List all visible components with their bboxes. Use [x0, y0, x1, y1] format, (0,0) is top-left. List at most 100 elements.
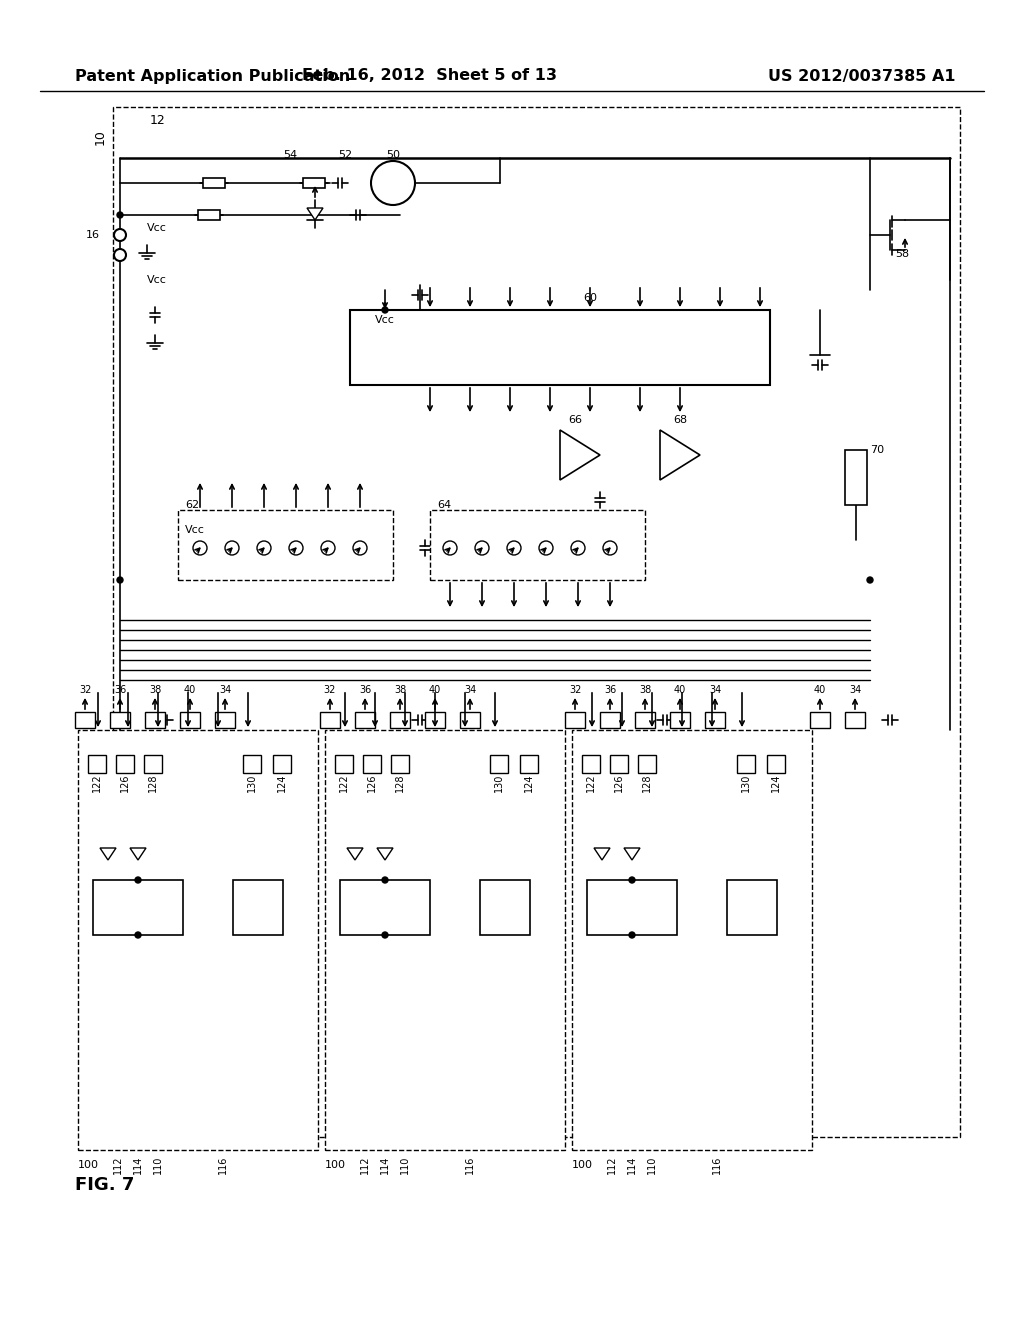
Bar: [273, 755, 291, 774]
Text: 60: 60: [583, 293, 597, 304]
Circle shape: [225, 541, 239, 554]
Bar: [600, 711, 620, 729]
Text: 38: 38: [639, 685, 651, 696]
Bar: [845, 711, 865, 729]
Text: 124: 124: [278, 774, 287, 792]
Bar: [180, 711, 200, 729]
Polygon shape: [560, 430, 600, 480]
Bar: [490, 755, 508, 774]
Circle shape: [475, 541, 489, 554]
Text: 124: 124: [524, 774, 534, 792]
Text: 34: 34: [464, 685, 476, 696]
Text: 122: 122: [339, 774, 349, 792]
Bar: [88, 755, 106, 774]
Bar: [767, 755, 785, 774]
Text: 36: 36: [114, 685, 126, 696]
Text: 122: 122: [586, 774, 596, 792]
Bar: [362, 755, 381, 774]
Text: 40: 40: [814, 685, 826, 696]
Text: 68: 68: [673, 414, 687, 425]
Text: 66: 66: [568, 414, 582, 425]
Text: 38: 38: [148, 685, 161, 696]
Text: 32: 32: [79, 685, 91, 696]
Bar: [355, 711, 375, 729]
Text: FIG. 7: FIG. 7: [75, 1176, 134, 1195]
Bar: [215, 711, 234, 729]
Text: M: M: [385, 174, 401, 191]
Text: 126: 126: [120, 774, 130, 792]
Circle shape: [117, 213, 123, 218]
Bar: [572, 730, 812, 1150]
Bar: [810, 711, 830, 729]
Circle shape: [257, 541, 271, 554]
Text: 110: 110: [647, 1156, 657, 1175]
Circle shape: [135, 876, 141, 883]
Text: 62: 62: [185, 500, 199, 510]
Bar: [110, 711, 130, 729]
Bar: [178, 510, 393, 579]
Text: 36: 36: [358, 685, 371, 696]
Bar: [233, 880, 283, 935]
Text: 40: 40: [184, 685, 197, 696]
Text: 100: 100: [78, 1160, 99, 1170]
Text: 128: 128: [395, 774, 406, 792]
Text: 130: 130: [494, 774, 504, 792]
Bar: [93, 880, 183, 935]
Bar: [587, 880, 677, 935]
Circle shape: [135, 932, 141, 939]
Bar: [845, 450, 867, 506]
Circle shape: [353, 541, 367, 554]
Text: 114: 114: [380, 1156, 390, 1175]
Bar: [335, 755, 353, 774]
Text: 64: 64: [437, 500, 452, 510]
Bar: [391, 755, 409, 774]
Circle shape: [382, 876, 388, 883]
Bar: [610, 755, 628, 774]
Text: Vcc: Vcc: [375, 315, 395, 325]
Circle shape: [117, 577, 123, 583]
Text: 16: 16: [86, 230, 100, 240]
Circle shape: [629, 932, 635, 939]
Bar: [75, 711, 95, 729]
Circle shape: [382, 308, 388, 313]
Circle shape: [867, 577, 873, 583]
Circle shape: [443, 541, 457, 554]
Circle shape: [571, 541, 585, 554]
Polygon shape: [624, 847, 640, 861]
Bar: [319, 711, 340, 729]
Text: 112: 112: [113, 1156, 123, 1175]
Text: 38: 38: [394, 685, 407, 696]
Polygon shape: [130, 847, 146, 861]
Text: 54: 54: [283, 150, 297, 160]
Bar: [480, 880, 530, 935]
Text: 112: 112: [360, 1156, 370, 1175]
Bar: [705, 711, 725, 729]
Bar: [460, 711, 480, 729]
Text: Patent Application Publication: Patent Application Publication: [75, 69, 350, 83]
Text: 36: 36: [604, 685, 616, 696]
Bar: [582, 755, 600, 774]
Circle shape: [507, 541, 521, 554]
Bar: [116, 755, 134, 774]
Circle shape: [193, 541, 207, 554]
Text: 40: 40: [429, 685, 441, 696]
Circle shape: [382, 932, 388, 939]
Text: 130: 130: [741, 774, 751, 792]
Bar: [635, 711, 655, 729]
Circle shape: [289, 541, 303, 554]
Bar: [203, 178, 225, 187]
Text: 70: 70: [870, 445, 884, 455]
Bar: [113, 107, 961, 1137]
Polygon shape: [377, 847, 393, 861]
Text: 112: 112: [607, 1156, 617, 1175]
Polygon shape: [594, 847, 610, 861]
Bar: [390, 711, 410, 729]
Text: 114: 114: [133, 1156, 143, 1175]
Text: 116: 116: [712, 1156, 722, 1175]
Text: Feb. 16, 2012  Sheet 5 of 13: Feb. 16, 2012 Sheet 5 of 13: [302, 69, 557, 83]
Circle shape: [629, 876, 635, 883]
Text: 10: 10: [93, 129, 106, 145]
Text: 110: 110: [400, 1156, 410, 1175]
Bar: [325, 730, 565, 1150]
Text: 32: 32: [568, 685, 582, 696]
